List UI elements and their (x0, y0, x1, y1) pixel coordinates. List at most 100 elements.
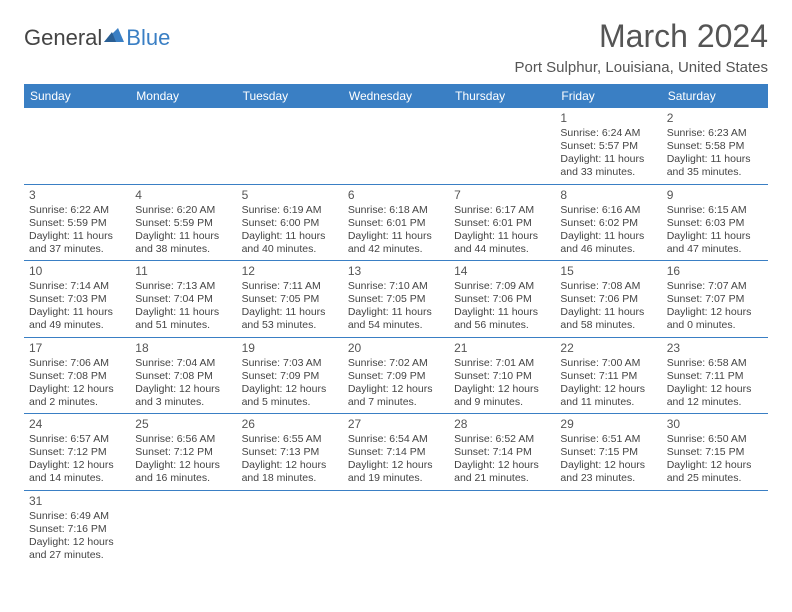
calendar-table: SundayMondayTuesdayWednesdayThursdayFrid… (24, 84, 768, 566)
daylight-text: Daylight: 12 hours and 7 minutes. (348, 383, 444, 409)
sunset-text: Sunset: 7:11 PM (667, 370, 763, 383)
sunrise-text: Sunrise: 6:57 AM (29, 433, 125, 446)
daylight-text: Daylight: 12 hours and 18 minutes. (242, 459, 338, 485)
week-row: 1Sunrise: 6:24 AMSunset: 5:57 PMDaylight… (24, 108, 768, 184)
daylight-text: Daylight: 11 hours and 51 minutes. (135, 306, 231, 332)
day-cell-30: 30Sunrise: 6:50 AMSunset: 7:15 PMDayligh… (662, 414, 768, 491)
daylight-text: Daylight: 12 hours and 25 minutes. (667, 459, 763, 485)
day-number: 10 (29, 264, 125, 279)
sunrise-text: Sunrise: 6:51 AM (560, 433, 656, 446)
title-block: March 2024 Port Sulphur, Louisiana, Unit… (515, 18, 769, 76)
daylight-text: Daylight: 12 hours and 23 minutes. (560, 459, 656, 485)
daylight-text: Daylight: 12 hours and 27 minutes. (29, 536, 125, 562)
sunset-text: Sunset: 5:58 PM (667, 140, 763, 153)
sunset-text: Sunset: 6:01 PM (348, 217, 444, 230)
logo-text-2: Blue (126, 25, 170, 51)
sunset-text: Sunset: 7:09 PM (242, 370, 338, 383)
day-cell-2: 2Sunrise: 6:23 AMSunset: 5:58 PMDaylight… (662, 108, 768, 184)
sunset-text: Sunset: 7:04 PM (135, 293, 231, 306)
day-cell-28: 28Sunrise: 6:52 AMSunset: 7:14 PMDayligh… (449, 414, 555, 491)
sunset-text: Sunset: 6:03 PM (667, 217, 763, 230)
dayname-6: Saturday (662, 84, 768, 108)
day-cell-22: 22Sunrise: 7:00 AMSunset: 7:11 PMDayligh… (555, 337, 661, 414)
day-number: 30 (667, 417, 763, 432)
day-cell-19: 19Sunrise: 7:03 AMSunset: 7:09 PMDayligh… (237, 337, 343, 414)
sunrise-text: Sunrise: 7:14 AM (29, 280, 125, 293)
day-cell-5: 5Sunrise: 6:19 AMSunset: 6:00 PMDaylight… (237, 184, 343, 261)
sunset-text: Sunset: 5:59 PM (29, 217, 125, 230)
day-number: 16 (667, 264, 763, 279)
sunrise-text: Sunrise: 6:54 AM (348, 433, 444, 446)
dayname-0: Sunday (24, 84, 130, 108)
sunrise-text: Sunrise: 6:17 AM (454, 204, 550, 217)
day-number: 7 (454, 188, 550, 203)
day-cell-9: 9Sunrise: 6:15 AMSunset: 6:03 PMDaylight… (662, 184, 768, 261)
day-cell-21: 21Sunrise: 7:01 AMSunset: 7:10 PMDayligh… (449, 337, 555, 414)
daylight-text: Daylight: 11 hours and 53 minutes. (242, 306, 338, 332)
empty-cell (24, 108, 130, 184)
calendar-head: SundayMondayTuesdayWednesdayThursdayFrid… (24, 84, 768, 108)
day-number: 31 (29, 494, 125, 509)
sunset-text: Sunset: 7:03 PM (29, 293, 125, 306)
empty-cell (130, 108, 236, 184)
sunset-text: Sunset: 7:07 PM (667, 293, 763, 306)
week-row: 31Sunrise: 6:49 AMSunset: 7:16 PMDayligh… (24, 490, 768, 566)
day-cell-10: 10Sunrise: 7:14 AMSunset: 7:03 PMDayligh… (24, 261, 130, 338)
sunrise-text: Sunrise: 7:11 AM (242, 280, 338, 293)
daylight-text: Daylight: 12 hours and 3 minutes. (135, 383, 231, 409)
empty-cell (555, 490, 661, 566)
logo: General Blue (24, 24, 170, 52)
empty-cell (237, 108, 343, 184)
daylight-text: Daylight: 11 hours and 58 minutes. (560, 306, 656, 332)
sunset-text: Sunset: 7:05 PM (242, 293, 338, 306)
month-title: March 2024 (515, 18, 769, 55)
calendar-body: 1Sunrise: 6:24 AMSunset: 5:57 PMDaylight… (24, 108, 768, 566)
daylight-text: Daylight: 11 hours and 49 minutes. (29, 306, 125, 332)
sunset-text: Sunset: 7:14 PM (348, 446, 444, 459)
day-cell-14: 14Sunrise: 7:09 AMSunset: 7:06 PMDayligh… (449, 261, 555, 338)
sunrise-text: Sunrise: 7:09 AM (454, 280, 550, 293)
day-number: 23 (667, 341, 763, 356)
sunset-text: Sunset: 7:10 PM (454, 370, 550, 383)
sunrise-text: Sunrise: 6:23 AM (667, 127, 763, 140)
daylight-text: Daylight: 11 hours and 33 minutes. (560, 153, 656, 179)
logo-text-1: General (24, 25, 102, 51)
day-cell-4: 4Sunrise: 6:20 AMSunset: 5:59 PMDaylight… (130, 184, 236, 261)
sunset-text: Sunset: 7:06 PM (560, 293, 656, 306)
sunrise-text: Sunrise: 7:04 AM (135, 357, 231, 370)
day-number: 9 (667, 188, 763, 203)
empty-cell (130, 490, 236, 566)
daylight-text: Daylight: 12 hours and 11 minutes. (560, 383, 656, 409)
sunrise-text: Sunrise: 6:15 AM (667, 204, 763, 217)
day-number: 13 (348, 264, 444, 279)
week-row: 10Sunrise: 7:14 AMSunset: 7:03 PMDayligh… (24, 261, 768, 338)
day-cell-24: 24Sunrise: 6:57 AMSunset: 7:12 PMDayligh… (24, 414, 130, 491)
daylight-text: Daylight: 11 hours and 44 minutes. (454, 230, 550, 256)
empty-cell (662, 490, 768, 566)
sail-icon (104, 24, 126, 50)
sunrise-text: Sunrise: 6:22 AM (29, 204, 125, 217)
empty-cell (343, 490, 449, 566)
day-number: 2 (667, 111, 763, 126)
header: General Blue March 2024 Port Sulphur, Lo… (24, 18, 768, 76)
day-cell-7: 7Sunrise: 6:17 AMSunset: 6:01 PMDaylight… (449, 184, 555, 261)
daylight-text: Daylight: 12 hours and 14 minutes. (29, 459, 125, 485)
empty-cell (343, 108, 449, 184)
sunrise-text: Sunrise: 7:02 AM (348, 357, 444, 370)
sunrise-text: Sunrise: 6:49 AM (29, 510, 125, 523)
day-number: 17 (29, 341, 125, 356)
day-number: 22 (560, 341, 656, 356)
sunset-text: Sunset: 7:08 PM (29, 370, 125, 383)
day-cell-20: 20Sunrise: 7:02 AMSunset: 7:09 PMDayligh… (343, 337, 449, 414)
sunset-text: Sunset: 7:05 PM (348, 293, 444, 306)
sunrise-text: Sunrise: 7:08 AM (560, 280, 656, 293)
day-number: 4 (135, 188, 231, 203)
sunrise-text: Sunrise: 7:10 AM (348, 280, 444, 293)
daylight-text: Daylight: 12 hours and 21 minutes. (454, 459, 550, 485)
day-number: 29 (560, 417, 656, 432)
day-number: 21 (454, 341, 550, 356)
day-cell-26: 26Sunrise: 6:55 AMSunset: 7:13 PMDayligh… (237, 414, 343, 491)
daylight-text: Daylight: 11 hours and 42 minutes. (348, 230, 444, 256)
day-number: 20 (348, 341, 444, 356)
daylight-text: Daylight: 11 hours and 46 minutes. (560, 230, 656, 256)
